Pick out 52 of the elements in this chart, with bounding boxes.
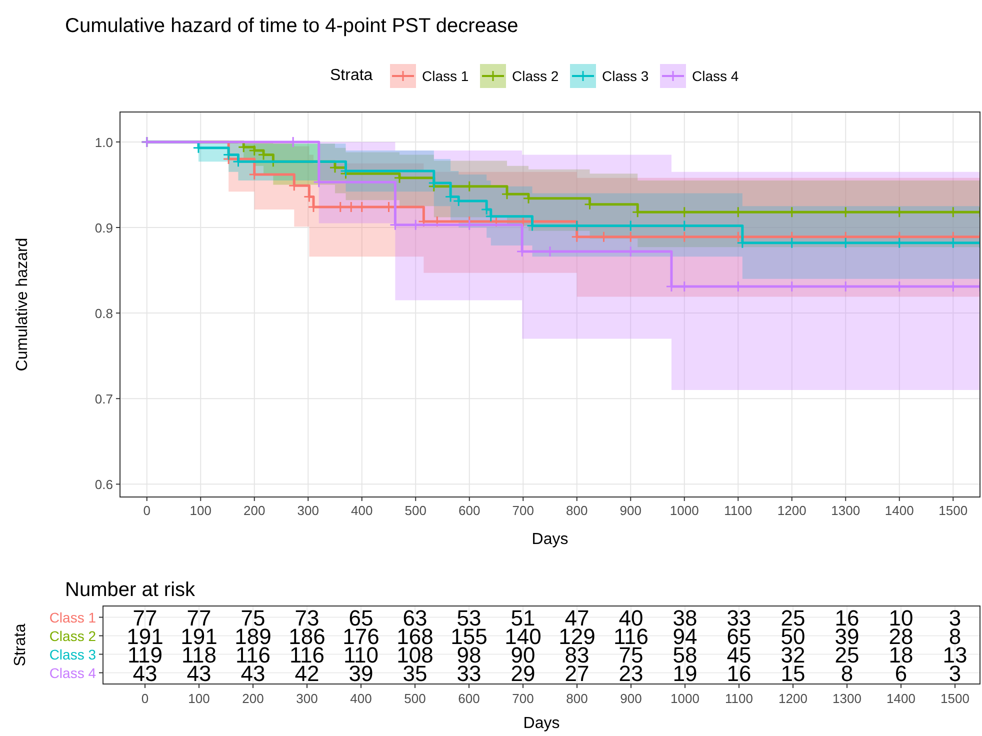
x-tick-label: 0 bbox=[141, 691, 149, 706]
x-tick-label: 1400 bbox=[886, 691, 916, 706]
x-tick-label: 1000 bbox=[670, 503, 699, 518]
y-tick-label: Class 2 bbox=[49, 628, 96, 644]
x-tick-label: 1200 bbox=[777, 503, 806, 518]
chart-title: Number at risk bbox=[65, 579, 196, 601]
y-tick-label: 0.7 bbox=[94, 392, 113, 407]
x-tick-label: 900 bbox=[620, 503, 642, 518]
x-tick-label: 200 bbox=[242, 691, 264, 706]
x-tick-label: 1100 bbox=[724, 503, 752, 518]
x-axis-title: Days bbox=[523, 715, 560, 732]
x-tick-label: 400 bbox=[351, 503, 373, 518]
x-tick-label: 800 bbox=[566, 691, 588, 706]
y-axis-title: Cumulative hazard bbox=[14, 238, 31, 372]
x-tick-label: 1200 bbox=[778, 691, 808, 706]
y-tick-label: Class 4 bbox=[49, 664, 96, 681]
x-tick-label: 200 bbox=[244, 503, 266, 518]
legend-title: Strata bbox=[330, 67, 373, 84]
x-tick-label: 1300 bbox=[831, 503, 860, 518]
x-tick-label: 1500 bbox=[940, 691, 970, 706]
x-axis-title: Days bbox=[532, 531, 568, 548]
x-tick-label: 500 bbox=[404, 691, 426, 706]
y-tick-label: Class 1 bbox=[49, 609, 96, 626]
x-tick-label: 800 bbox=[566, 503, 588, 518]
x-tick-label: 400 bbox=[350, 691, 372, 706]
x-tick-label: 1400 bbox=[884, 503, 914, 518]
y-tick-label: 0.9 bbox=[94, 220, 113, 236]
x-tick-label: 600 bbox=[458, 691, 480, 706]
legend-label: Class 2 bbox=[512, 68, 559, 84]
y-tick-label: 0.6 bbox=[94, 477, 113, 492]
x-tick-label: 1300 bbox=[832, 691, 862, 706]
x-tick-label: 500 bbox=[404, 503, 426, 518]
x-tick-label: 700 bbox=[512, 503, 534, 518]
x-tick-label: 100 bbox=[190, 503, 212, 518]
legend-label: Class 1 bbox=[422, 68, 469, 84]
x-tick-label: 1100 bbox=[725, 691, 753, 706]
x-tick-label: 0 bbox=[143, 503, 150, 518]
x-tick-label: 900 bbox=[620, 691, 642, 706]
y-tick-label: Class 3 bbox=[49, 646, 96, 662]
y-tick-label: 0.8 bbox=[94, 306, 113, 322]
x-tick-label: 100 bbox=[188, 691, 210, 706]
x-tick-label: 1500 bbox=[938, 503, 968, 518]
legend-label: Class 4 bbox=[692, 68, 739, 84]
x-tick-label: 1000 bbox=[670, 691, 700, 706]
legend-label: Class 3 bbox=[602, 68, 649, 84]
x-tick-label: 300 bbox=[296, 691, 318, 706]
y-axis-title: Strata bbox=[12, 624, 29, 666]
x-tick-label: 600 bbox=[458, 503, 480, 518]
x-tick-label: 300 bbox=[297, 503, 319, 518]
chart-title: Cumulative hazard of time to 4-point PST decrease bbox=[65, 15, 518, 37]
x-tick-label: 700 bbox=[512, 691, 534, 706]
y-tick-label: 1.0 bbox=[94, 134, 113, 150]
